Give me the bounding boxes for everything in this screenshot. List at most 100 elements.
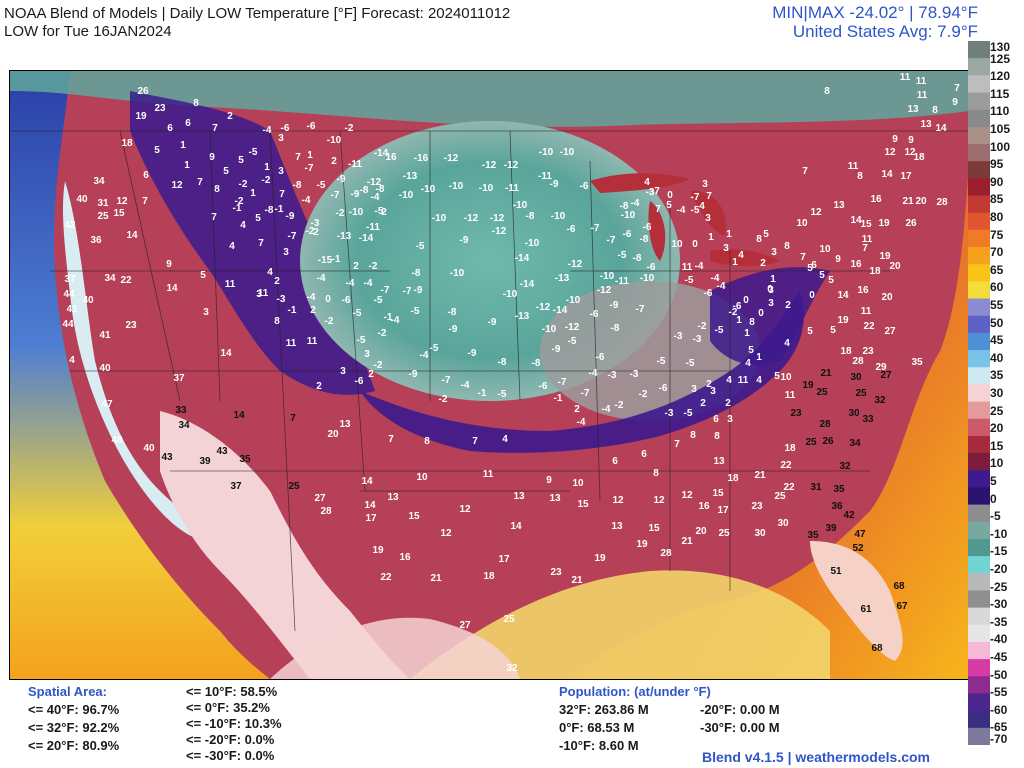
temperature-label: 25 [503, 614, 515, 625]
temperature-label: -13 [515, 311, 530, 322]
colorbar-segment [968, 247, 990, 265]
temperature-label: 37 [64, 274, 76, 285]
temperature-label: 2 [274, 276, 280, 287]
colorbar-tick-label: 130 [990, 40, 1011, 54]
temperature-label: 14 [166, 283, 178, 294]
temperature-label: -4 [631, 198, 640, 209]
temperature-label: 17 [498, 554, 510, 565]
temperature-label: 48 [111, 435, 123, 446]
temperature-label: -8 [360, 185, 369, 196]
temperature-label: 8 [653, 468, 659, 479]
temperature-label: -9 [552, 344, 561, 355]
temperature-label: 39 [199, 456, 211, 467]
temperature-label: -5 [357, 335, 366, 346]
temperature-label: -14 [553, 305, 568, 316]
temperature-label: 3 [364, 349, 370, 360]
temperature-label: -13 [403, 171, 418, 182]
temperature-label: 27 [880, 370, 892, 381]
temperature-label: 23 [550, 567, 562, 578]
temperature-label: 4 [745, 358, 751, 369]
temperature-label: -10 [327, 135, 342, 146]
temperature-label: -11 [366, 222, 380, 233]
temperature-label: 40 [76, 194, 88, 205]
colorbar-tick-label: 10 [990, 456, 1004, 471]
temperature-label: 8 [424, 436, 430, 447]
temperature-label: -10 [450, 268, 465, 279]
temperature-label: 28 [660, 548, 672, 559]
temperature-label: 68 [893, 581, 905, 592]
temperature-label: -5 [317, 180, 326, 191]
temperature-label: 16 [385, 152, 397, 163]
temperature-label: 0 [767, 284, 773, 295]
spatial-stat: <= -20°F: 0.0% [186, 732, 275, 747]
temperature-label: -4 [371, 192, 380, 203]
temperature-label: 20 [695, 526, 707, 537]
colorbar-segment [968, 624, 990, 643]
temperature-label: 2 [700, 398, 706, 409]
temperature-label: 8 [824, 86, 830, 97]
temperature-label: -6 [355, 376, 364, 387]
temperature-label: 16 [850, 259, 862, 270]
temperature-label: -10 [479, 183, 494, 194]
colorbar-segment [968, 727, 990, 745]
temperature-label: 31 [810, 482, 822, 493]
temperature-label: 12 [459, 504, 471, 515]
temperature-label: -3 [674, 331, 683, 342]
west-coast-band [62, 181, 210, 541]
population-stat: -20°F: 0.00 M [700, 702, 780, 717]
temperature-label: -12 [492, 226, 507, 237]
colorbar-segment [968, 75, 990, 94]
temperature-label: 40 [143, 443, 155, 454]
temperature-label: -13 [555, 273, 570, 284]
temperature-label: 15 [860, 219, 872, 230]
colorbar-tick-label: 90 [990, 174, 1004, 189]
temperature-label: 40 [82, 295, 94, 306]
temperature-label: 16 [870, 194, 882, 205]
lake-michigan [648, 201, 666, 261]
temperature-label: -4 [677, 205, 686, 216]
temperature-label: -5 [618, 250, 627, 261]
temperature-label: -12 [464, 213, 479, 224]
colorbar-segment [968, 504, 990, 523]
temperature-label: 17 [717, 505, 729, 516]
temperature-label: 11 [917, 90, 928, 101]
temperature-label: -4 [263, 125, 272, 136]
temperature-label: 7 [655, 204, 661, 215]
temperature-label: -5 [498, 389, 507, 400]
colorbar-segment [968, 332, 990, 351]
temperature-label: -7 [636, 304, 645, 315]
colorbar-tick-label: -65 [990, 720, 1008, 735]
temperature-label: 22 [120, 275, 132, 286]
temperature-label: 21 [430, 573, 442, 584]
temperature-label: 7 [674, 439, 680, 450]
temperature-label: 13 [920, 119, 932, 130]
temperature-label: 33 [862, 414, 874, 425]
temperature-label: 11 [861, 306, 872, 317]
temperature-label: 11 [483, 469, 494, 480]
colorbar-tick-label: 85 [990, 192, 1004, 207]
temperature-label: 21 [754, 470, 766, 481]
temperature-label: -6 [643, 222, 652, 233]
canada [10, 71, 969, 127]
temperature-label: -8 [265, 205, 274, 216]
temperature-label: 11 [862, 234, 873, 245]
temperature-label: -9 [468, 348, 477, 359]
temperature-label: -6 [567, 224, 576, 235]
colorbar-tick-label: 115 [990, 86, 1010, 101]
temperature-label: 2 [760, 258, 766, 269]
temperature-label: 10 [780, 372, 792, 383]
temperature-label: 7 [802, 166, 808, 177]
temperature-label: -12 [568, 259, 583, 270]
temperature-label: 28 [819, 419, 831, 430]
temperature-label: 18 [913, 152, 925, 163]
temperature-label: 12 [440, 528, 452, 539]
spatial-area-title: Spatial Area: [28, 684, 107, 699]
temperature-label: -14 [515, 253, 530, 264]
colorbar-tick-label: -30 [990, 597, 1008, 612]
colorbar-tick-label: -40 [990, 632, 1008, 647]
colorbar-tick-label: -5 [990, 509, 1001, 524]
temperature-label: -3 [608, 370, 617, 381]
temperature-label: 15 [712, 488, 724, 499]
colorbar-tick-label: 20 [990, 421, 1004, 436]
